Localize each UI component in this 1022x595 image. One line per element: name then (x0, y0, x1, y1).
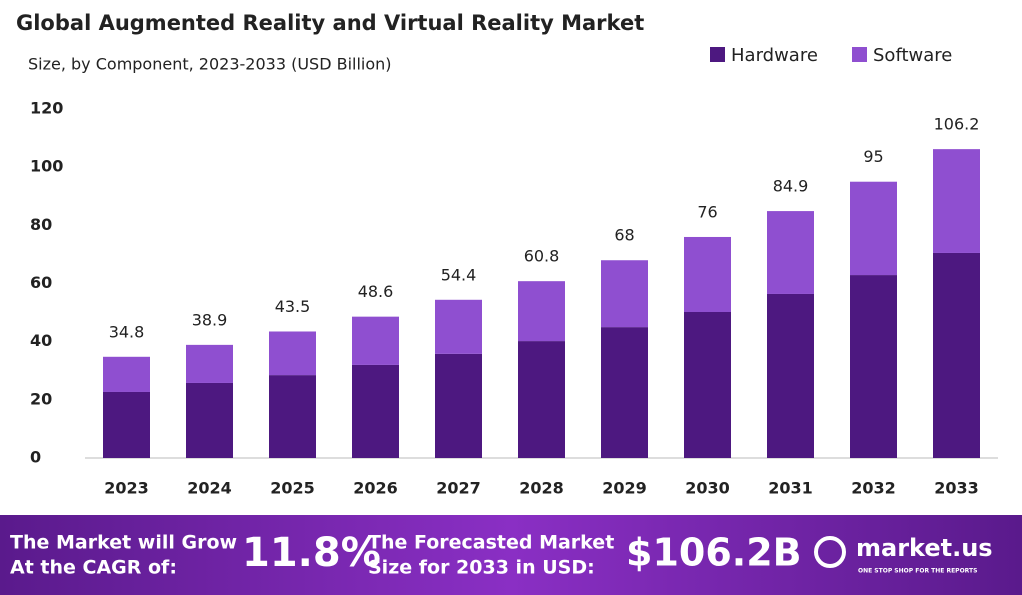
x-tick-label: 2026 (353, 479, 398, 498)
y-tick-label: 80 (30, 215, 52, 234)
total-label: 76 (697, 202, 717, 221)
x-tick-label: 2033 (934, 479, 979, 498)
tagline: ONE STOP SHOP FOR THE REPORTS (858, 568, 977, 575)
legend-swatch (852, 47, 867, 62)
total-label: 43.5 (275, 297, 311, 316)
y-tick-label: 20 (30, 389, 52, 408)
chart-title: Global Augmented Reality and Virtual Rea… (16, 11, 644, 35)
legend-label: Software (873, 45, 952, 66)
bar-segment (186, 344, 233, 383)
cagr-value: 11.8% (242, 530, 381, 576)
bar-segment (518, 341, 565, 458)
forecast-text: The Forecasted Market (368, 532, 614, 554)
bar-segment (933, 149, 980, 253)
x-tick-label: 2032 (851, 479, 896, 498)
x-tick-label: 2025 (270, 479, 315, 498)
total-label: 68 (614, 226, 634, 245)
y-tick-label: 40 (30, 331, 52, 350)
bar-segment (435, 353, 482, 458)
cagr-text: At the CAGR of: (10, 557, 177, 579)
bar-segment (601, 260, 648, 328)
x-tick-label: 2023 (104, 479, 149, 498)
y-tick-label: 120 (30, 99, 63, 118)
y-tick-label: 60 (30, 273, 52, 292)
total-label: 84.9 (773, 177, 809, 196)
legend-label: Hardware (731, 45, 818, 66)
bar-segment (684, 312, 731, 458)
total-label: 38.9 (192, 310, 228, 329)
legend-swatch (710, 47, 725, 62)
bar-segment (850, 275, 897, 458)
cagr-text: The Market will Grow (10, 532, 237, 554)
bar-segment (103, 356, 150, 392)
chart-subtitle: Size, by Component, 2023-2033 (USD Billi… (28, 55, 392, 74)
total-label: 106.2 (934, 115, 980, 134)
footer: The Market will Grow At the CAGR of: 11.… (10, 530, 993, 579)
total-label: 48.6 (358, 282, 394, 301)
total-label: 60.8 (524, 247, 560, 266)
bar-segment (850, 181, 897, 276)
bar-segment (103, 391, 150, 458)
x-tick-label: 2029 (602, 479, 647, 498)
total-label: 54.4 (441, 265, 477, 284)
bar-segment (186, 382, 233, 458)
bar-segment (352, 316, 399, 365)
total-label: 34.8 (109, 322, 145, 341)
bar-segment (435, 299, 482, 354)
bar-segment (684, 236, 731, 313)
brand: market.us (856, 534, 993, 562)
x-tick-label: 2027 (436, 479, 481, 498)
brand-logo (814, 536, 846, 568)
forecast-value: $106.2B (626, 531, 802, 575)
bar-segment (767, 293, 814, 458)
forecast-text: Size for 2033 in USD: (368, 557, 595, 579)
x-tick-label: 2030 (685, 479, 730, 498)
footer-banner (0, 515, 1022, 595)
bar-segment (518, 281, 565, 342)
y-tick-label: 0 (30, 448, 41, 467)
bar-segment (767, 211, 814, 294)
bar-segment (933, 252, 980, 458)
x-tick-label: 2028 (519, 479, 564, 498)
bar-segment (601, 327, 648, 458)
total-label: 95 (863, 147, 883, 166)
bar-segment (269, 331, 316, 376)
bar-segment (352, 364, 399, 458)
x-tick-label: 2024 (187, 479, 232, 498)
x-tick-label: 2031 (768, 479, 813, 498)
y-tick-label: 100 (30, 157, 63, 176)
bar-segment (269, 375, 316, 458)
